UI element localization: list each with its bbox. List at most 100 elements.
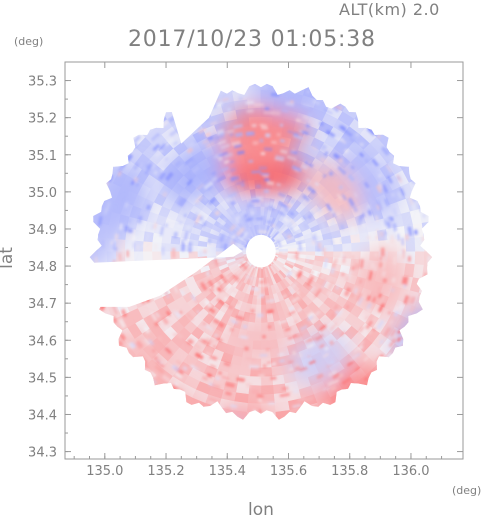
velocity-speckle <box>105 326 114 336</box>
velocity-speckle <box>238 93 248 98</box>
velocity-speckle <box>306 315 314 322</box>
velocity-speckle <box>427 255 431 265</box>
velocity-speckle <box>171 332 179 339</box>
velocity-speckle <box>395 318 402 327</box>
velocity-speckle <box>264 203 274 207</box>
velocity-speckle <box>329 222 334 228</box>
velocity-speckle <box>267 401 275 405</box>
velocity-speckle <box>170 389 176 395</box>
velocity-speckle <box>172 309 181 319</box>
velocity-speckle <box>270 376 277 380</box>
velocity-speckle <box>205 271 210 277</box>
velocity-speckle <box>289 198 296 204</box>
velocity-speckle <box>335 308 345 319</box>
velocity-speckle <box>310 145 318 151</box>
velocity-speckle <box>265 133 271 138</box>
velocity-cell <box>261 421 277 431</box>
velocity-speckle <box>223 152 234 159</box>
velocity-cell <box>414 250 425 266</box>
velocity-speckle <box>307 214 312 220</box>
velocity-speckle <box>216 298 226 306</box>
velocity-speckle <box>153 243 158 251</box>
altitude-value: 2.0 <box>412 0 440 19</box>
velocity-speckle <box>290 100 294 104</box>
velocity-speckle <box>322 173 327 179</box>
velocity-speckle <box>185 224 192 231</box>
velocity-cell <box>430 265 433 283</box>
velocity-speckle <box>306 178 311 183</box>
velocity-speckle <box>380 220 387 231</box>
velocity-speckle <box>298 366 308 372</box>
velocity-speckle <box>98 187 105 196</box>
velocity-speckle <box>218 322 225 328</box>
velocity-speckle <box>371 121 380 130</box>
velocity-cell <box>423 236 433 252</box>
velocity-speckle <box>243 256 249 263</box>
velocity-speckle <box>176 197 184 206</box>
velocity-speckle <box>310 270 314 275</box>
velocity-speckle <box>403 327 408 332</box>
velocity-speckle <box>169 128 180 137</box>
velocity-speckle <box>301 130 309 136</box>
velocity-speckle <box>161 246 165 256</box>
velocity-speckle <box>208 174 216 181</box>
velocity-speckle <box>265 348 270 351</box>
velocity-speckle <box>368 314 375 321</box>
velocity-cell <box>305 411 324 420</box>
velocity-cell <box>229 72 246 83</box>
velocity-speckle <box>250 308 255 314</box>
velocity-cell <box>287 247 298 252</box>
velocity-speckle <box>231 83 240 86</box>
velocity-speckle <box>284 327 292 332</box>
velocity-speckle <box>203 196 209 202</box>
velocity-speckle <box>377 302 385 313</box>
velocity-speckle <box>306 311 315 319</box>
velocity-speckle <box>158 171 167 181</box>
velocity-speckle <box>334 310 340 315</box>
velocity-cell <box>392 348 411 368</box>
velocity-speckle <box>380 247 385 257</box>
velocity-speckle <box>202 149 212 156</box>
velocity-speckle <box>161 374 172 383</box>
velocity-speckle <box>294 366 301 371</box>
velocity-speckle <box>315 406 324 412</box>
velocity-speckle <box>295 251 299 260</box>
velocity-speckle <box>124 201 129 209</box>
velocity-speckle <box>179 383 184 389</box>
plot-frame <box>64 61 464 460</box>
velocity-speckle <box>191 165 200 174</box>
velocity-speckle <box>266 299 275 303</box>
velocity-speckle <box>406 296 413 305</box>
velocity-speckle <box>337 157 344 164</box>
velocity-speckle <box>245 356 257 361</box>
velocity-speckle <box>421 236 426 242</box>
velocity-speckle <box>354 366 361 373</box>
velocity-cell <box>410 322 427 342</box>
velocity-speckle <box>376 228 380 235</box>
velocity-speckle <box>353 345 361 353</box>
velocity-speckle <box>220 143 231 150</box>
velocity-speckle <box>229 160 235 164</box>
velocity-cell <box>382 360 401 379</box>
velocity-speckle <box>349 106 354 112</box>
velocity-speckle <box>196 183 205 191</box>
velocity-cell <box>133 250 144 263</box>
velocity-speckle <box>263 111 273 115</box>
velocity-speckle <box>277 210 286 217</box>
x-tick-label: 135.8 <box>331 464 368 479</box>
velocity-speckle <box>298 241 302 251</box>
velocity-speckle <box>199 337 206 344</box>
velocity-speckle <box>276 234 281 240</box>
velocity-speckle <box>328 171 334 177</box>
velocity-speckle <box>216 129 225 136</box>
velocity-feature-nw-blue <box>165 144 228 202</box>
velocity-speckle <box>273 417 280 420</box>
velocity-speckle <box>198 215 204 221</box>
velocity-cell <box>418 278 432 296</box>
velocity-speckle <box>209 287 215 294</box>
velocity-speckle <box>363 376 369 382</box>
velocity-speckle <box>206 373 213 378</box>
velocity-speckle <box>260 172 270 176</box>
velocity-speckle <box>264 107 270 111</box>
velocity-speckle <box>186 147 194 154</box>
